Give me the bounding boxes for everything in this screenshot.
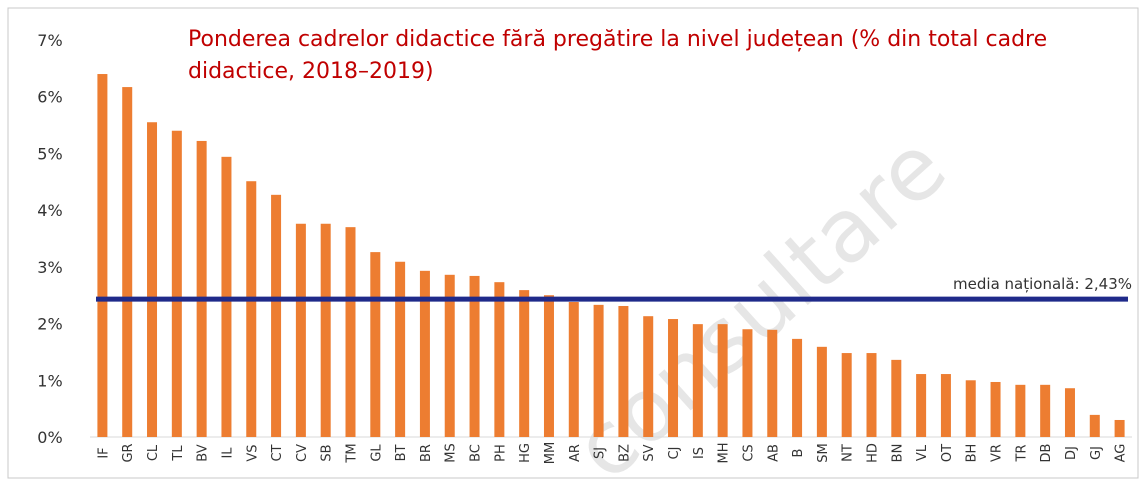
x-tick-label: MS — [444, 443, 459, 462]
x-tick-label: BR — [419, 444, 434, 462]
bar — [841, 353, 852, 437]
bar — [767, 329, 778, 437]
bar — [816, 346, 827, 437]
chart-title: Ponderea cadrelor didactice fără pregăti… — [188, 27, 1048, 84]
y-tick-label: 7% — [37, 31, 62, 50]
x-tick-label: VR — [990, 444, 1005, 462]
frame — [7, 7, 1139, 479]
x-tick-label: NT — [841, 444, 856, 462]
x-tick-label: SV — [642, 444, 657, 461]
bar — [891, 359, 902, 437]
x-tick-label: BH — [965, 444, 980, 463]
x-tick-label: DB — [1039, 444, 1054, 463]
x-tick-label: GL — [369, 444, 384, 462]
bar — [1015, 384, 1026, 437]
bar — [593, 304, 604, 437]
bar — [370, 252, 381, 437]
x-tick-label: CL — [146, 444, 161, 461]
bar — [643, 316, 654, 437]
bar — [271, 194, 282, 437]
x-tick-label: MH — [717, 443, 732, 464]
bar — [246, 181, 257, 437]
x-tick-label: OT — [940, 444, 955, 462]
x-tick-label: AR — [568, 444, 583, 462]
x-tick-label: TR — [1014, 445, 1029, 463]
bar — [345, 227, 356, 437]
bar — [320, 223, 331, 437]
bar — [1064, 388, 1075, 437]
bar — [419, 270, 430, 437]
bar — [692, 324, 703, 437]
bar — [965, 380, 976, 437]
y-tick-label: 2% — [37, 315, 62, 334]
bar — [122, 87, 133, 437]
bar — [1089, 414, 1100, 437]
x-tick-label: GJ — [1089, 446, 1104, 460]
y-tick-label: 1% — [37, 371, 62, 390]
bar — [990, 381, 1001, 437]
x-tick-label: B — [791, 449, 806, 458]
x-tick-label: CV — [295, 444, 310, 462]
bar — [618, 305, 629, 437]
bar — [196, 140, 207, 438]
x-tick-label: BT — [394, 445, 409, 462]
x-tick-label: VL — [915, 444, 930, 461]
bar — [1114, 419, 1125, 437]
bar — [543, 295, 554, 437]
x-tick-label: HD — [866, 443, 881, 463]
y-tick-label: 6% — [37, 88, 62, 107]
bar — [1040, 384, 1051, 437]
bar — [97, 74, 108, 438]
bar — [668, 319, 679, 437]
x-tick-label: PH — [493, 444, 508, 462]
x-tick-label: CT — [270, 444, 285, 461]
bar — [494, 282, 505, 437]
bar — [568, 302, 579, 437]
bar — [147, 122, 158, 437]
x-tick-label: TM — [345, 443, 360, 463]
x-tick-label: HG — [518, 443, 533, 463]
bar — [469, 275, 480, 437]
x-tick-label: VS — [245, 444, 260, 461]
x-tick-label: AB — [766, 444, 781, 462]
x-tick-label: CJ — [667, 447, 682, 460]
x-tick-label: BC — [469, 444, 484, 462]
bar — [940, 374, 951, 437]
y-tick-label: 3% — [37, 258, 62, 277]
x-tick-label: MM — [543, 442, 558, 464]
x-tick-label: SJ — [593, 447, 608, 459]
x-tick-label: GR — [121, 443, 136, 462]
x-tick-label: IS — [692, 447, 707, 459]
y-tick-label: 0% — [37, 428, 62, 447]
y-tick-label: 4% — [37, 201, 62, 220]
bar — [792, 338, 803, 437]
x-tick-label: BV — [196, 444, 211, 462]
x-tick-label: IF — [96, 447, 111, 458]
bar — [171, 130, 182, 437]
x-tick-label: CS — [741, 444, 756, 461]
bar — [717, 324, 728, 437]
bar — [519, 290, 530, 437]
bar — [742, 329, 753, 437]
x-tick-label: SM — [816, 443, 831, 462]
x-tick-label: SB — [320, 444, 335, 461]
x-tick-label: AG — [1114, 444, 1129, 463]
bar — [395, 261, 406, 437]
x-tick-label: BN — [890, 444, 905, 463]
x-tick-label: TL — [171, 445, 186, 462]
bar — [866, 353, 877, 437]
bar — [444, 274, 455, 437]
x-tick-label: BZ — [617, 444, 632, 462]
x-tick-label: DJ — [1064, 446, 1079, 460]
x-tick-label: IL — [220, 447, 235, 459]
y-tick-label: 5% — [37, 144, 62, 163]
bar — [295, 223, 306, 437]
bar — [916, 374, 927, 437]
reference-label: media națională: 2,43% — [953, 275, 1132, 293]
